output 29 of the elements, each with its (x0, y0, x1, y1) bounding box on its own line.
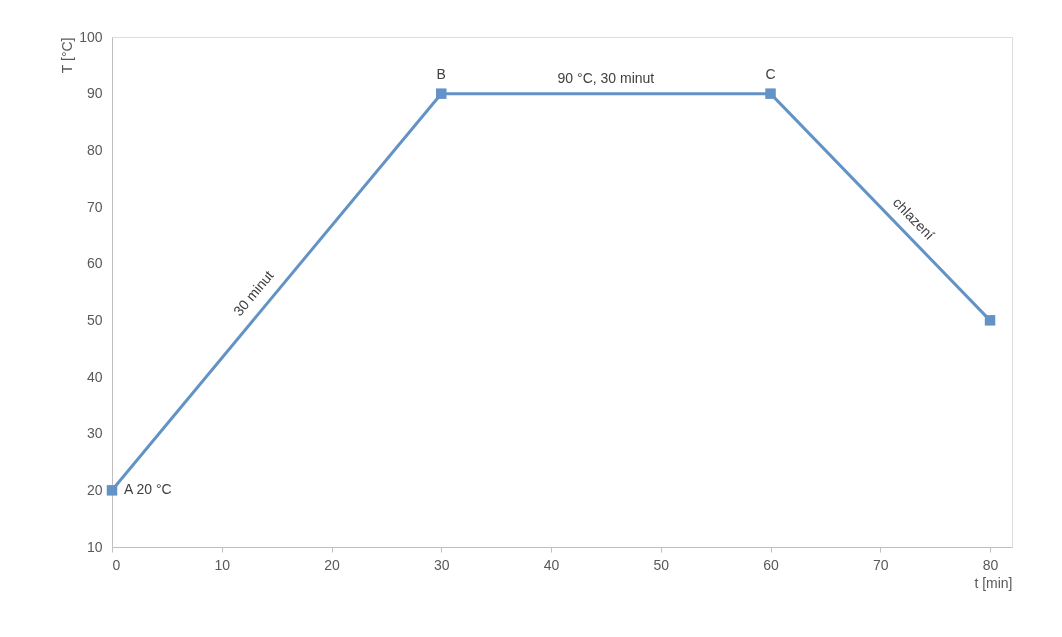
point (106, 485, 118, 496)
x-tick-label: 40 (543, 556, 560, 573)
y-tick-label: 30 (86, 425, 103, 442)
x-tick-label: 20 (324, 556, 341, 573)
y-tick-label: 70 (86, 198, 103, 215)
annotation: A 20 °C (124, 481, 172, 498)
x-tick-label: 60 (763, 556, 780, 573)
x-tick-label: 10 (214, 556, 231, 573)
y-tick-label: 90 (86, 85, 103, 102)
x-tick-label: 50 (653, 556, 670, 573)
x-tick-label: 30 (433, 556, 450, 573)
y-tick-label: 10 (86, 538, 103, 555)
y-tick-label: 60 (86, 255, 103, 272)
point (765, 88, 776, 99)
point (436, 88, 447, 99)
y-axis-title: T [°C] (59, 37, 76, 74)
y-tick-label: 80 (86, 141, 103, 158)
y-tick-label: 100 (79, 28, 103, 45)
x-tick-label: 0 (112, 556, 121, 573)
x-tick-label: 70 (873, 556, 889, 573)
annotation: B (436, 65, 446, 82)
annotation: C (765, 65, 776, 82)
y-tick-label: 40 (86, 368, 103, 385)
y-tick-label: 50 (86, 311, 103, 328)
x-tick-label: 80 (982, 556, 999, 573)
x-axis-title: t [min] (974, 574, 1013, 591)
point (984, 315, 996, 326)
annotation: 90 °C, 30 minut (557, 69, 655, 86)
y-tick-label: 20 (86, 481, 103, 498)
